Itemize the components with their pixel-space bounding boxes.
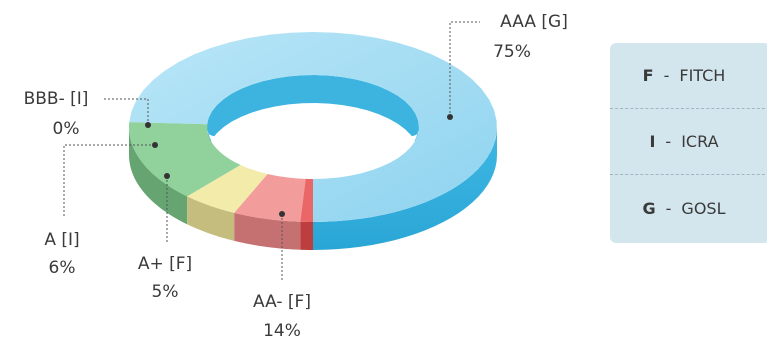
- legend-separator: -: [663, 66, 670, 85]
- leader-dot: [279, 211, 285, 217]
- slice-side-4: [300, 221, 313, 250]
- slice-side-3: [234, 212, 301, 250]
- legend-code: I: [649, 132, 656, 151]
- slice-3: [234, 174, 306, 222]
- legend-row-gosl: G - GOSL: [610, 175, 767, 241]
- legend-name: ICRA: [681, 132, 719, 151]
- legend-row-icra: I - ICRA: [610, 109, 767, 175]
- leader-dot: [447, 114, 453, 120]
- leader-dot: [145, 122, 151, 128]
- legend-code: F: [642, 66, 654, 85]
- donut-chart: AAA [G] 75% AA- [F] 14% A+ [F] 5% A [I] 6% BBB- …: [24, 12, 568, 338]
- leader-dot: [164, 173, 170, 179]
- leader-dot: [152, 142, 158, 148]
- slice-label: A+ [F]: [138, 254, 192, 274]
- slice-0: [129, 32, 497, 222]
- slice-value-label: 6%: [49, 258, 76, 278]
- slice-1: [129, 122, 241, 197]
- slice-label: A [I]: [44, 230, 79, 250]
- legend-separator: -: [665, 132, 672, 151]
- slice-label: AAA [G]: [500, 12, 568, 32]
- leader-line: [102, 98, 149, 125]
- legend-name: FITCH: [679, 66, 726, 85]
- slice-label: AA- [F]: [253, 292, 311, 312]
- legend-separator: -: [665, 198, 672, 218]
- slice-value-label: 0%: [53, 119, 80, 139]
- slice-label: BBB- [I]: [24, 89, 89, 109]
- slice-side-1: [129, 127, 188, 225]
- slice-value-label: 14%: [263, 321, 301, 338]
- slice-2: [187, 164, 268, 213]
- legend-name: GOSL: [681, 198, 726, 218]
- rating-agency-legend: F - FITCH I - ICRA G - GOSL: [610, 43, 767, 243]
- legend-code: G: [642, 198, 656, 218]
- slice-side-0: [313, 127, 497, 250]
- slice-value-label: 75%: [493, 42, 531, 62]
- slice-side-2: [187, 196, 235, 241]
- legend-row-fitch: F - FITCH: [610, 43, 767, 109]
- slice-4: [300, 178, 313, 222]
- slice-value-label: 5%: [152, 282, 179, 302]
